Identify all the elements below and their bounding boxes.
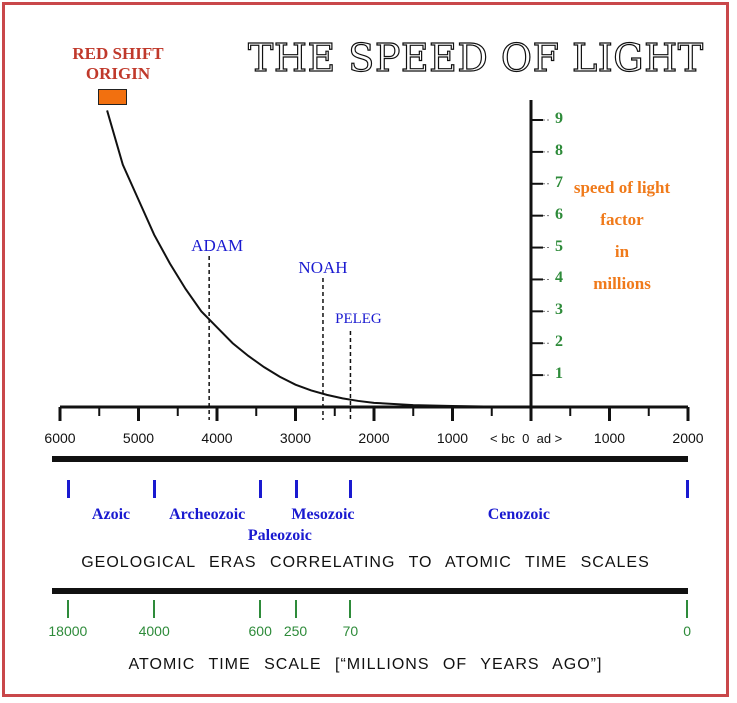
eras-caption: GEOLOGICAL ERAS CORRELATING TO ATOMIC TI… <box>81 554 650 571</box>
era-boundary-tick <box>349 480 353 498</box>
atomic-scale-tick <box>686 600 689 618</box>
event-label-peleg: PELEG <box>335 311 382 327</box>
era-boundary-tick <box>66 480 70 498</box>
era-name-azoic: Azoic <box>91 506 131 523</box>
y-axis-label: speed of light factor in millions <box>570 172 674 300</box>
atomic-scale-value: 4000 <box>138 623 170 639</box>
y-axis-label-line: in <box>614 242 630 261</box>
y-tick-label: 1 <box>555 365 563 383</box>
chart-title: THE SPEED OF LIGHT <box>247 35 704 80</box>
atomic-scale-tick <box>259 600 262 618</box>
era-boundary-tick <box>686 480 690 498</box>
speed-curve <box>106 110 688 408</box>
red-shift-origin-label: RED SHIFT ORIGIN <box>72 44 164 83</box>
x-tick-label: 3000 <box>279 430 312 446</box>
era-name-cenozoic: Cenozoic <box>487 506 550 523</box>
y-tick-label: 2 <box>555 333 563 351</box>
y-tick-label: 5 <box>555 237 563 255</box>
era-boundary-tick <box>153 480 157 498</box>
x-tick-label: 2000 <box>358 430 390 446</box>
era-name-archeozoic: Archeozoic <box>169 506 246 523</box>
era-boundary-tick <box>294 480 298 498</box>
x-tick-label: 2000 <box>672 430 704 446</box>
y-tick-label: 7 <box>555 173 563 191</box>
atomic-top-bar <box>52 588 688 594</box>
x-tick-label: 5000 <box>122 430 155 446</box>
y-axis-label-line: speed of light <box>573 178 671 197</box>
bc-ad-label: < bc 0 ad > <box>490 431 563 446</box>
y-axis-label-line: factor <box>600 210 644 229</box>
atomic-scale-tick <box>294 600 297 618</box>
y-tick-label: 4 <box>555 269 563 287</box>
x-tick-label: 1000 <box>436 430 469 446</box>
y-axis-label-line: millions <box>593 274 651 293</box>
era-name-paleozoic: Paleozoic <box>247 527 312 544</box>
event-label-noah: NOAH <box>298 258 348 277</box>
atomic-scale-value: 70 <box>342 623 359 639</box>
era-boundary-tick <box>259 480 263 498</box>
atomic-scale-value: 0 <box>683 623 692 639</box>
y-tick-label: 9 <box>555 110 563 127</box>
atomic-scale-tick <box>66 600 69 618</box>
atomic-caption: ATOMIC TIME SCALE [“MILLIONS OF YEARS AG… <box>128 656 603 673</box>
eras-top-bar <box>52 456 688 462</box>
atomic-scale-tick <box>349 600 352 618</box>
y-tick-label: 6 <box>555 205 563 223</box>
figure-frame <box>2 2 729 697</box>
atomic-scale-value: 18000 <box>48 623 88 639</box>
era-name-mesozoic: Mesozoic <box>291 506 355 523</box>
x-tick-label: 6000 <box>44 430 76 446</box>
y-tick-label: 8 <box>555 141 563 159</box>
x-tick-label: 1000 <box>593 430 626 446</box>
atomic-scale-value: 600 <box>248 623 272 639</box>
y-tick-label: 3 <box>555 301 563 319</box>
atomic-scale-value: 250 <box>283 623 308 639</box>
red-shift-origin-marker <box>98 89 127 105</box>
atomic-scale-tick <box>153 600 156 618</box>
x-tick-label: 4000 <box>201 430 233 446</box>
event-label-adam: ADAM <box>191 236 244 255</box>
